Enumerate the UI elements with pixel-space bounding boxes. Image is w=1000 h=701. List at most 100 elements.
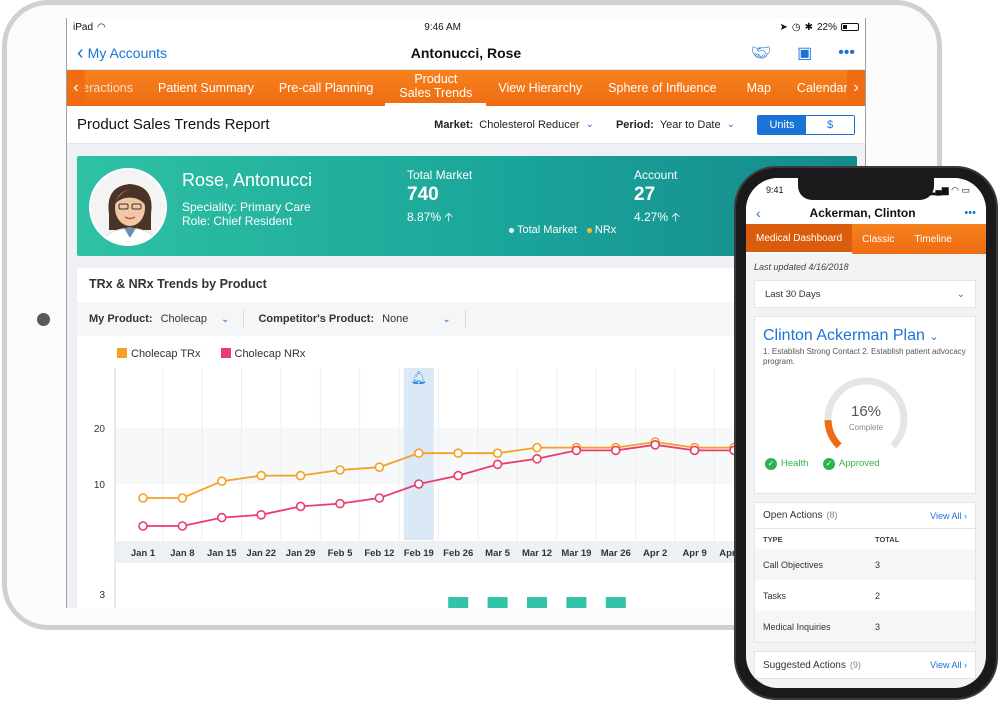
- tab-label: Product: [414, 72, 458, 87]
- view-all-label: View All: [930, 660, 962, 670]
- account-change: 4.27% 🡡: [634, 208, 680, 229]
- presentation-icon[interactable]: ▣: [797, 44, 813, 62]
- arrow-up-icon: 🡡: [671, 210, 680, 224]
- period-filter[interactable]: Period: Year to Date ⌄: [616, 119, 735, 131]
- table-row[interactable]: Tasks 2: [755, 580, 975, 611]
- units-button[interactable]: Units: [758, 115, 806, 134]
- phone-nav-bar: ‹ Ackerman, Clinton •••: [746, 202, 986, 224]
- my-product-filter[interactable]: My Product: Cholecap ⌄: [89, 310, 245, 328]
- x-tick-label: Feb 12: [364, 548, 394, 559]
- series-line: [143, 441, 734, 499]
- contact-speciality: Speciality: Primary Care: [182, 200, 311, 214]
- tabs-scroll-right-icon[interactable]: ›: [847, 70, 865, 106]
- tab-patient-summary[interactable]: Patient Summary: [145, 70, 267, 106]
- phone-tab-bar: Medical Dashboard Classic Timeline: [746, 224, 986, 254]
- chevron-left-icon: ‹: [77, 41, 84, 64]
- data-point: [335, 465, 345, 475]
- phone-signal-icon: ▂▄▆ ◠ ▭: [928, 184, 970, 195]
- data-point: [138, 521, 148, 531]
- range-select[interactable]: Last 30 Days ⌄: [754, 280, 976, 308]
- period-value: Year to Date: [659, 118, 721, 131]
- phone-time: 9:41: [766, 185, 784, 195]
- data-point: [453, 448, 464, 458]
- bar-y-tick-label: 3: [99, 590, 105, 601]
- view-all-link[interactable]: View All ›: [930, 660, 967, 670]
- ipad-screen: iPad ◠ 9:46 AM ➤ ◷ ✱ 22% ‹ My Accounts A…: [66, 18, 866, 608]
- data-point: [217, 512, 227, 523]
- x-tick-label: Feb 26: [443, 548, 473, 559]
- x-tick-label: Jan 15: [207, 548, 237, 559]
- data-point: [492, 448, 503, 458]
- tab-label: Pre-call Planning: [278, 81, 374, 95]
- phone-notch: [798, 178, 934, 200]
- row-type: Tasks: [763, 590, 787, 601]
- nav-bar: ‹ My Accounts Antonucci, Rose 🤝︎ ▣ •••: [67, 36, 865, 70]
- bluetooth-icon: ✱: [804, 21, 813, 33]
- table-row[interactable]: Call Objectives 3: [755, 549, 975, 580]
- legend-swatch: [220, 348, 231, 358]
- tab-medical-dashboard[interactable]: Medical Dashboard: [746, 224, 853, 254]
- open-actions-card: Open Actions (8) View All › TYPE TOTAL Ca…: [754, 502, 976, 643]
- plan-badges: ✓ Health ✓ Approved: [755, 453, 975, 471]
- legend-nrx: NRx: [586, 224, 616, 236]
- page-title: Antonucci, Rose: [410, 44, 522, 61]
- x-tick-label: Feb 5: [328, 548, 354, 559]
- competitor-filter[interactable]: Competitor's Product: None ⌄: [258, 310, 466, 328]
- tab-view-hierarchy[interactable]: View Hierarchy: [486, 70, 594, 106]
- x-tick-label: Jan 22: [246, 548, 276, 559]
- dollar-button[interactable]: $: [806, 115, 854, 134]
- tab-map[interactable]: Map: [731, 70, 787, 106]
- tab-label: Sphere of Influence: [608, 81, 717, 95]
- tab-calendar[interactable]: Calendar: [787, 70, 858, 106]
- total-market-value: 740: [407, 184, 439, 205]
- chevron-right-icon: ›: [964, 660, 967, 670]
- tab-classic[interactable]: Classic: [862, 233, 895, 245]
- suggested-count: (9): [849, 659, 861, 670]
- competitor-label: Competitor's Product:: [258, 313, 375, 325]
- tabs-scroll-left-icon[interactable]: ‹: [67, 70, 85, 106]
- chevron-left-icon[interactable]: ‹: [756, 205, 761, 221]
- my-product-value: Cholecap: [160, 313, 208, 325]
- row-total: 3: [875, 621, 881, 632]
- chevron-right-icon: ›: [964, 510, 967, 521]
- market-filter[interactable]: Market: Cholesterol Reducer ⌄: [434, 119, 594, 131]
- tab-pre-call-planning[interactable]: Pre-call Planning: [267, 70, 386, 106]
- hero-legend: Total Market NRx: [509, 224, 616, 236]
- tab-label: Map: [746, 81, 771, 95]
- plan-title[interactable]: Clinton Ackerman Plan ⌄: [755, 317, 975, 347]
- view-all-label: View All: [930, 510, 962, 521]
- bar: [605, 597, 626, 608]
- view-all-link[interactable]: View All ›: [930, 511, 967, 521]
- data-point: [335, 498, 345, 509]
- chevron-down-icon: ⌄: [221, 313, 230, 325]
- data-point: [532, 442, 542, 453]
- back-button[interactable]: ‹ My Accounts: [77, 43, 227, 63]
- more-icon[interactable]: •••: [964, 207, 976, 219]
- tab-timeline[interactable]: Timeline: [914, 233, 952, 245]
- bar: [487, 597, 508, 608]
- period-label: Period:: [615, 118, 654, 131]
- home-button[interactable]: [37, 313, 50, 326]
- gauge-fill: [824, 419, 842, 449]
- chart-legend: Cholecap TRx Cholecap NRx: [117, 348, 305, 360]
- iphone-frame: 9:41 ▂▄▆ ◠ ▭ ‹ Ackerman, Clinton ••• Med…: [734, 166, 998, 700]
- row-total: 2: [875, 590, 881, 601]
- gauge-label: Complete: [848, 423, 884, 432]
- chevron-down-icon: ⌄: [585, 119, 594, 130]
- plan-gauge: 16% Complete: [755, 367, 975, 449]
- column-header: TYPE: [763, 534, 783, 544]
- handshake-icon[interactable]: 🤝︎: [750, 44, 772, 62]
- data-point: [453, 470, 464, 481]
- tab-product-sales-trends[interactable]: Product Sales Trends: [385, 70, 487, 106]
- table-row[interactable]: Medical Inquiries 3: [755, 611, 975, 642]
- tab-sphere-of-influence[interactable]: Sphere of Influence: [594, 70, 730, 106]
- battery-icon: [840, 23, 859, 31]
- data-point: [610, 445, 621, 456]
- open-actions-count: (8): [826, 510, 838, 520]
- data-point: [177, 521, 188, 531]
- more-icon[interactable]: •••: [838, 43, 855, 61]
- legend-label: Total Market: [517, 224, 577, 236]
- data-point: [256, 510, 266, 520]
- chevron-down-icon: ⌄: [929, 331, 939, 343]
- person-photo-icon: [91, 170, 165, 244]
